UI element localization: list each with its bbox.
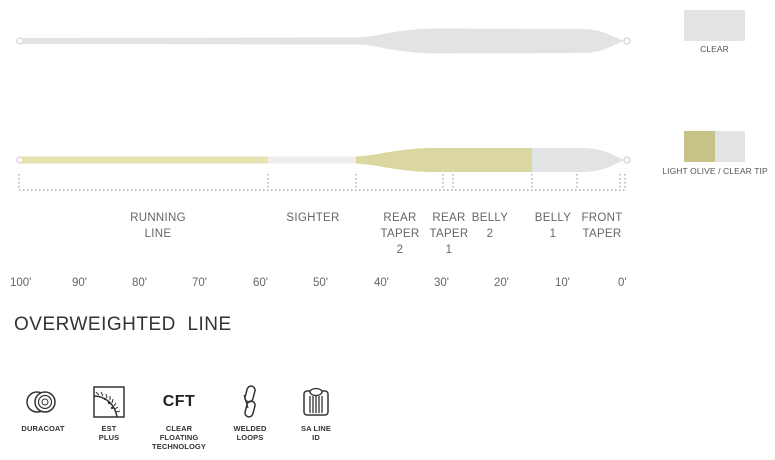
olive-swatch-label: LIGHT OLIVE / CLEAR TIP — [662, 166, 768, 176]
scale-tick: 80' — [132, 277, 147, 289]
segment-label-sighter: SIGHTER — [286, 212, 340, 224]
sa-line-id-icon — [303, 387, 329, 416]
scale-tick: 10' — [555, 277, 570, 289]
segment-label-running-line: RUNNING LINE — [130, 212, 186, 240]
running-line-segment — [22, 156, 268, 164]
est-plus-icon — [93, 386, 125, 418]
segment-label-front-taper: FRONT TAPER — [581, 212, 623, 240]
segment-bracket — [18, 174, 626, 191]
clear-tip-segment — [532, 148, 624, 172]
scale-tick: 40' — [374, 277, 389, 289]
scale-tick: 30' — [434, 277, 449, 289]
feature-label: SA LINE ID — [300, 424, 331, 442]
scale-tick: 0' — [618, 277, 627, 289]
scale-tick: 20' — [494, 277, 509, 289]
olive-swatch — [684, 131, 715, 162]
front-loop-olive — [623, 156, 631, 164]
clear-swatch-label: CLEAR — [700, 44, 729, 54]
clear-tip-swatch — [715, 131, 745, 162]
feature-label: WELDED LOOPS — [233, 424, 267, 442]
scale-tick: 50' — [313, 277, 328, 289]
scale-tick: 90' — [72, 277, 87, 289]
scale-tick: 100' — [10, 277, 32, 289]
sighter-segment — [268, 156, 356, 164]
olive-line — [16, 148, 631, 172]
clear-swatch — [684, 10, 745, 41]
page-title: OVERWEIGHTED LINE — [14, 314, 232, 335]
cft-icon: CFT — [162, 393, 196, 410]
feature-label: EST PLUS — [98, 424, 120, 442]
segment-label-belly-1: BELLY 1 — [534, 212, 572, 240]
welded-loops-icon — [243, 385, 256, 418]
feature-cft: CFT CLEAR FLOATING TECHNOLOGY — [144, 384, 214, 451]
feature-label: CLEAR FLOATING TECHNOLOGY — [152, 424, 206, 451]
duracoat-icon — [26, 391, 56, 413]
feature-label: DURACOAT — [21, 424, 65, 433]
segment-label-belly-2: BELLY 2 — [471, 212, 509, 240]
clear-line-body — [22, 28, 624, 54]
segment-label-rear-taper-1: REAR TAPER 1 — [429, 212, 469, 256]
feature-sa-line-id: SA LINE ID — [281, 384, 351, 442]
scale-tick: 70' — [192, 277, 207, 289]
feature-est-plus: EST PLUS — [74, 384, 144, 442]
feature-welded-loops: WELDED LOOPS — [215, 384, 285, 442]
scale-tick: 60' — [253, 277, 268, 289]
clear-line — [16, 28, 631, 54]
front-loop-clear — [623, 37, 631, 45]
feature-duracoat: DURACOAT — [8, 384, 78, 433]
taper-belly-segment — [356, 148, 532, 172]
segment-label-rear-taper-2: REAR TAPER 2 — [380, 212, 420, 256]
